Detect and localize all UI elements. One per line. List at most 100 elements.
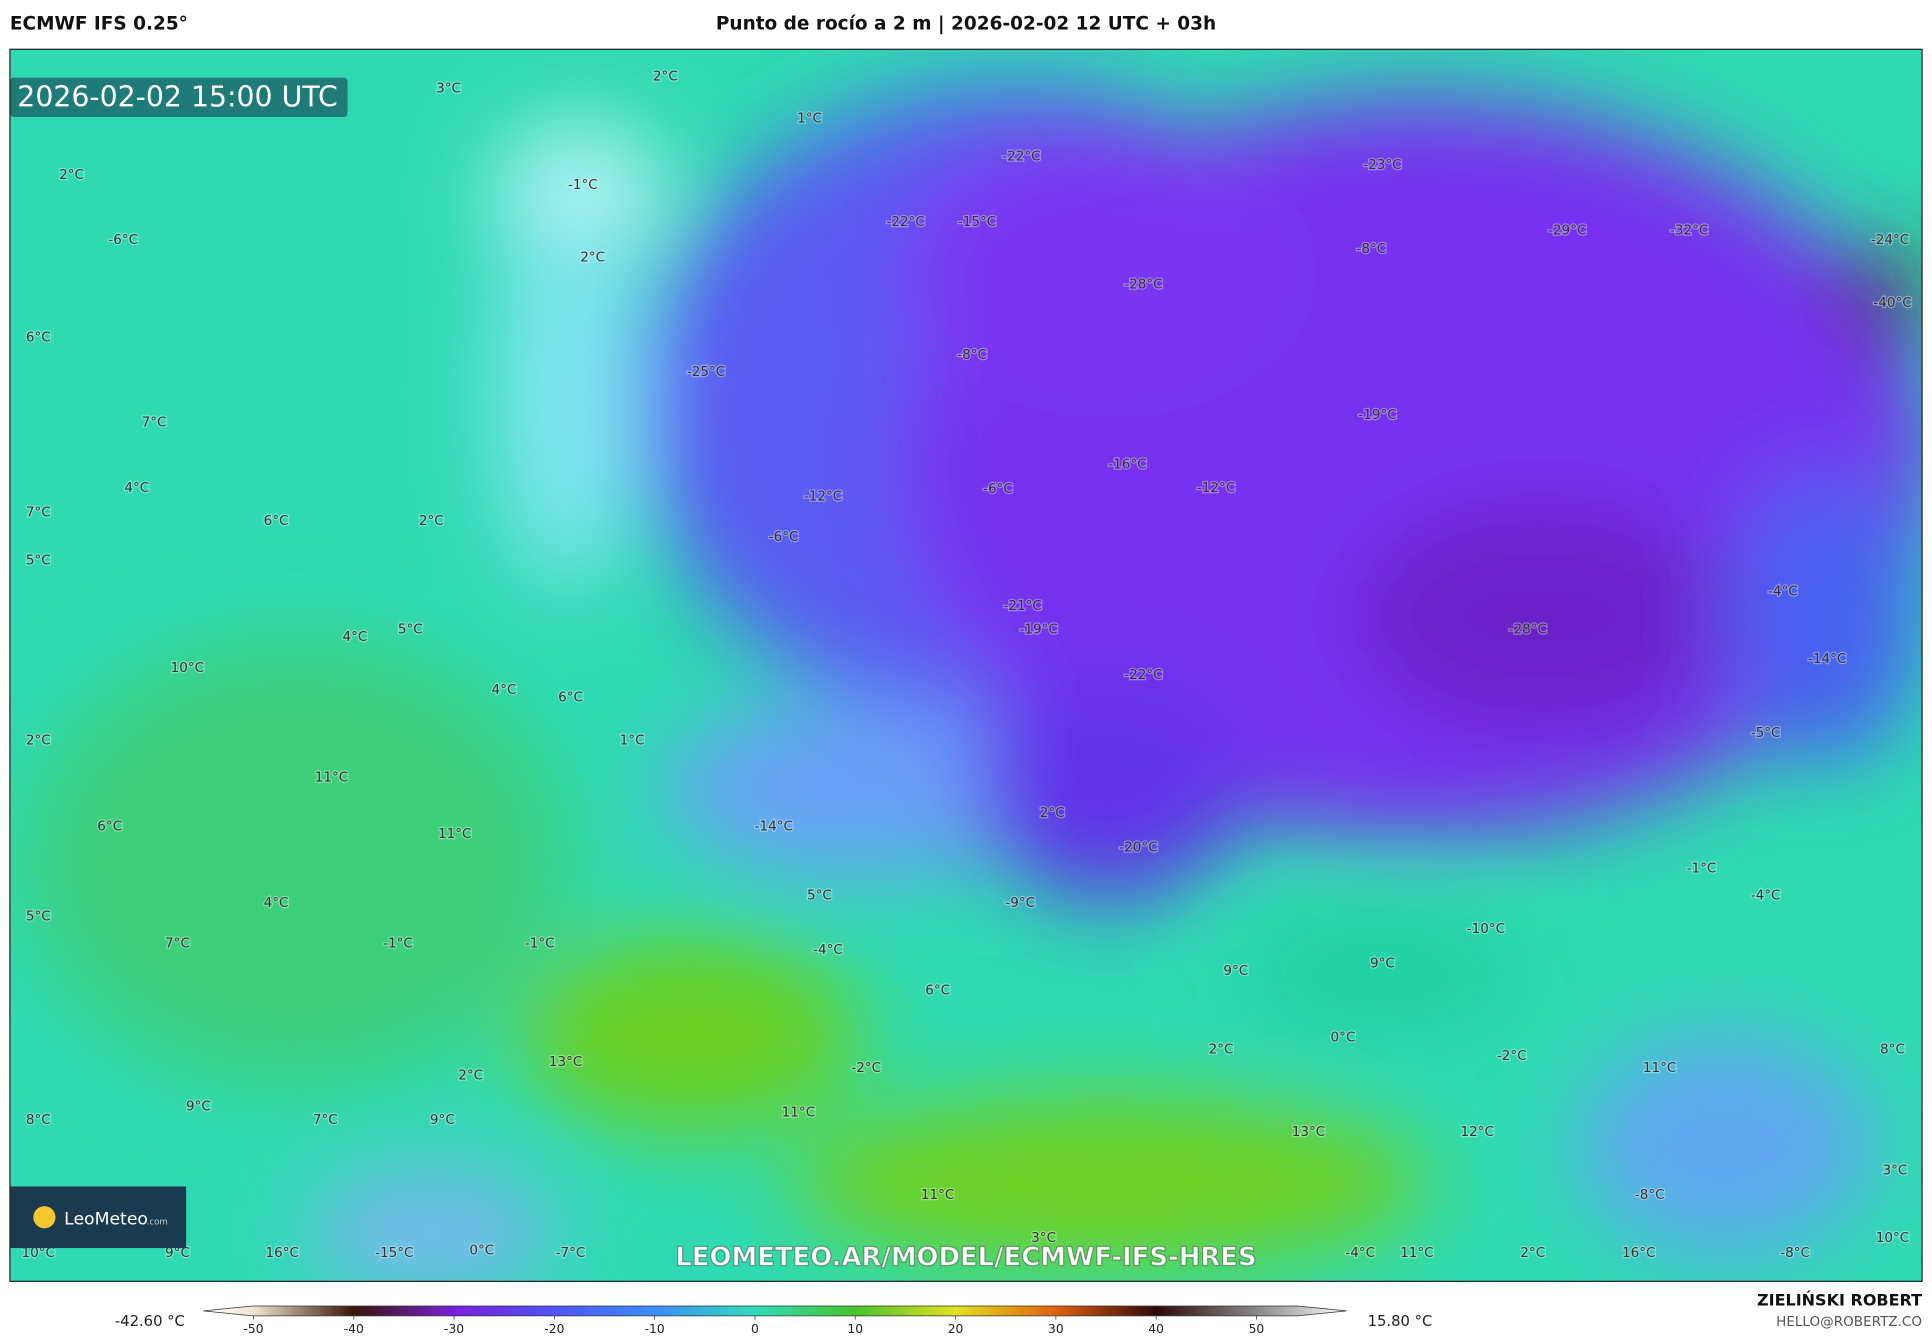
temperature-label: -19°C xyxy=(1020,622,1058,638)
colorbar-tick-label: -50 xyxy=(243,1322,263,1336)
temperature-label: 7°C xyxy=(165,936,190,952)
temperature-label: -32°C xyxy=(1670,222,1708,238)
colorbar-tick-label: 50 xyxy=(1249,1322,1265,1336)
temperature-label: 6°C xyxy=(925,983,950,999)
temperature-label: -21°C xyxy=(1003,598,1041,614)
temperature-label: -4°C xyxy=(1751,888,1781,904)
map-frame xyxy=(9,48,1923,1282)
temperature-label: 10°C xyxy=(22,1245,55,1261)
temperature-label: -10°C xyxy=(1467,921,1505,937)
map-title: Punto de rocío a 2 m | 2026-02-02 12 UTC… xyxy=(716,14,1216,35)
colorbar-tick-label: 10 xyxy=(847,1322,863,1336)
temperature-label: -20°C xyxy=(1119,840,1157,856)
temperature-label: -15°C xyxy=(375,1245,413,1261)
temperature-label: 11°C xyxy=(1643,1060,1676,1076)
temperature-label: -4°C xyxy=(813,942,843,958)
temperature-label: -22°C xyxy=(1124,667,1162,683)
colorbar-tick-label: -30 xyxy=(444,1322,464,1336)
temperature-label: 10°C xyxy=(171,660,204,676)
temperature-label: -4°C xyxy=(1345,1245,1375,1261)
temperature-label: 4°C xyxy=(264,895,289,911)
temperature-label: -29°C xyxy=(1548,222,1586,238)
temperature-label: 2°C xyxy=(580,249,605,265)
temperature-label: -14°C xyxy=(755,819,793,835)
colorbar-max: 15.80 °C xyxy=(1368,1313,1433,1330)
temperature-label: 2°C xyxy=(653,68,678,84)
temperature-label: 1°C xyxy=(620,732,645,748)
timestamp-box xyxy=(9,77,348,118)
map-area: 3°C 2°C 1°C -22°C -23°C 2°C -1°C -6°C -22°C -15°C… xyxy=(9,49,1923,1282)
temperature-label: 1°C xyxy=(797,110,822,126)
temperature-label: 4°C xyxy=(342,629,367,645)
temperature-label: -8°C xyxy=(1780,1245,1810,1261)
temperature-label: 7°C xyxy=(313,1112,338,1128)
colorbar-tick-label: 20 xyxy=(948,1322,964,1336)
temperature-label: 12°C xyxy=(1461,1124,1494,1140)
temperature-label: -12°C xyxy=(804,489,842,505)
temperature-label: -16°C xyxy=(1108,456,1146,472)
logo-sun xyxy=(33,1206,56,1229)
temperature-label: -40°C xyxy=(1873,295,1911,311)
temperature-label: -9°C xyxy=(1005,895,1035,911)
temperature-label: -6°C xyxy=(983,481,1013,497)
author: ZIELIŃSKI ROBERT xyxy=(1757,1291,1922,1310)
temperature-label: -23°C xyxy=(1363,157,1401,173)
temperature-label: -22°C xyxy=(886,214,924,230)
colorbar-tick-label: -40 xyxy=(344,1322,364,1336)
colorbar-tick-label: -10 xyxy=(645,1322,665,1336)
temperature-label: -25°C xyxy=(687,364,725,380)
colorbar-bar xyxy=(203,1305,1347,1317)
temperature-label: 2°C xyxy=(1209,1042,1234,1058)
temperature-label: 8°C xyxy=(1880,1042,1905,1058)
temperature-label: 6°C xyxy=(26,330,51,346)
colorbar-tick-label: 30 xyxy=(1048,1322,1064,1336)
temperature-label: 11°C xyxy=(315,769,348,785)
temperature-label: 6°C xyxy=(558,689,583,705)
temperature-label: -6°C xyxy=(108,232,138,248)
temperature-label: 2°C xyxy=(59,167,84,183)
email: HELLO@ROBERTZ.CO xyxy=(1776,1314,1922,1330)
temperature-label: 2°C xyxy=(419,513,444,529)
temperature-label: 2°C xyxy=(458,1068,483,1084)
temperature-label: -4°C xyxy=(1768,583,1798,599)
temperature-label: 11°C xyxy=(438,826,471,842)
temperature-label: 3°C xyxy=(1883,1162,1908,1178)
temperature-label: 5°C xyxy=(26,909,51,925)
colorbar-tick-label: -20 xyxy=(544,1322,564,1336)
temperature-label: 3°C xyxy=(1031,1230,1056,1246)
temperature-label: -2°C xyxy=(851,1060,881,1076)
logo: LeoMeteo xyxy=(64,1210,148,1230)
temperature-label: -8°C xyxy=(1356,241,1386,257)
temperature-label: -22°C xyxy=(1002,148,1040,164)
temperature-label: 16°C xyxy=(265,1245,298,1261)
watermark: LEOMETEO.AR/MODEL/ECMWF-IFS-HRES xyxy=(675,1242,1256,1272)
temperature-label: 0°C xyxy=(469,1243,494,1259)
temperature-label: 11°C xyxy=(921,1187,954,1203)
temperature-label: -1°C xyxy=(568,177,598,193)
temperature-label: -2°C xyxy=(1497,1048,1527,1064)
field-shading xyxy=(24,86,1923,1282)
temperature-label: -7°C xyxy=(556,1245,586,1261)
temperature-label: 2°C xyxy=(26,732,51,748)
colorbar-tick-label: 40 xyxy=(1148,1322,1164,1336)
temperature-label: 13°C xyxy=(549,1054,582,1070)
temperature-label: 16°C xyxy=(1622,1245,1655,1261)
temperature-label: 6°C xyxy=(97,819,122,835)
temperature-label: 13°C xyxy=(1292,1124,1325,1140)
temperature-label: 9°C xyxy=(1223,963,1248,979)
temperature-label: 10°C xyxy=(1876,1230,1909,1246)
temperature-label: -8°C xyxy=(957,347,987,363)
temperature-label: -24°C xyxy=(1871,232,1909,248)
temperature-label: 9°C xyxy=(165,1245,190,1261)
temperature-label: -6°C xyxy=(769,529,799,545)
temperature-label: -14°C xyxy=(1808,651,1846,667)
temperature-label: 4°C xyxy=(492,682,517,698)
colorbar: -50 -40 -30 -20 -10 0 10 20 30 40 50 xyxy=(203,1305,1347,1336)
temperature-label: 11°C xyxy=(782,1105,815,1121)
temperature-label: -12°C xyxy=(1197,480,1235,496)
temperature-label: 7°C xyxy=(26,505,51,521)
logo-suffix: .com xyxy=(147,1218,168,1228)
temperature-label: 5°C xyxy=(398,622,423,638)
temperature-label: -19°C xyxy=(1358,407,1396,423)
